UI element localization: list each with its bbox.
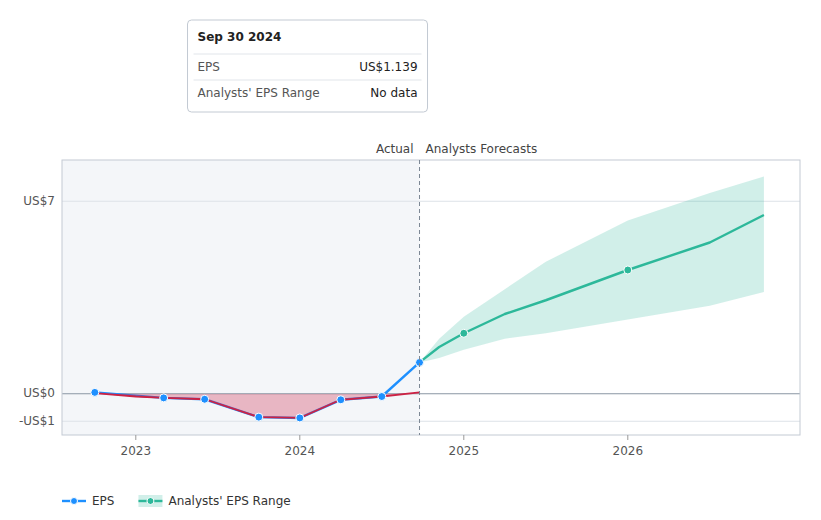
x-tick <box>463 435 464 440</box>
x-tick-label: 2023 <box>121 444 152 458</box>
chart: US$7 US$0 -US$1 2023 2024 2025 2026 Actual Analy… <box>0 0 821 520</box>
tooltip: Sep 30 2024 EPS US$1.139 Analysts' EPS Rang… <box>188 20 428 112</box>
series-line <box>95 362 420 418</box>
tooltip-row-label: Analysts' EPS Range <box>198 86 320 100</box>
y-tick-label: US$7 <box>23 194 55 208</box>
point-marker <box>337 396 345 404</box>
point-marker <box>201 395 209 403</box>
y-tick-label: US$0 <box>23 386 55 400</box>
point-marker <box>160 394 168 402</box>
tooltip-row-label: EPS <box>198 60 220 74</box>
legend-swatch <box>147 498 154 505</box>
tooltip-row-text: No data <box>370 86 417 100</box>
tooltip-separator <box>194 80 422 81</box>
actual-label: Actual <box>376 142 414 156</box>
plot-frame <box>62 160 800 435</box>
point-marker <box>255 413 263 421</box>
tooltip-title: Sep 30 2024 <box>198 30 282 44</box>
point-marker <box>378 393 386 401</box>
legend-swatch <box>71 498 78 505</box>
range-band <box>420 177 764 363</box>
legend-swatch <box>138 495 162 507</box>
point-marker <box>460 329 468 337</box>
point-marker <box>296 414 304 422</box>
legend-label: Analysts' EPS Range <box>168 494 290 508</box>
forecast-label: Analysts Forecasts <box>426 142 538 156</box>
plot-area <box>91 177 764 422</box>
x-tick-label: 2026 <box>613 444 644 458</box>
x-tick-label: 2025 <box>449 444 480 458</box>
divider-line <box>419 160 420 435</box>
series-line <box>420 215 764 362</box>
page-body: {"chart_data": {"type": "line", "xlim": … <box>0 0 821 520</box>
page: EPS chart html, body { margin: 0; paddin… <box>0 0 821 520</box>
point-marker <box>91 388 99 396</box>
legend-label: EPS <box>92 494 114 508</box>
tooltip-separator <box>194 54 422 55</box>
tooltip-box <box>188 20 428 112</box>
x-tick <box>299 435 300 440</box>
x-tick-label: 2024 <box>285 444 316 458</box>
grid-line <box>62 421 800 422</box>
y-tick-label: -US$1 <box>19 414 55 428</box>
x-tick <box>627 435 628 440</box>
point-marker <box>624 266 632 274</box>
legend: EPS Analysts' EPS Range <box>62 494 291 508</box>
tooltip-row-text: US$1.139 <box>359 60 417 74</box>
x-tick <box>135 435 136 440</box>
